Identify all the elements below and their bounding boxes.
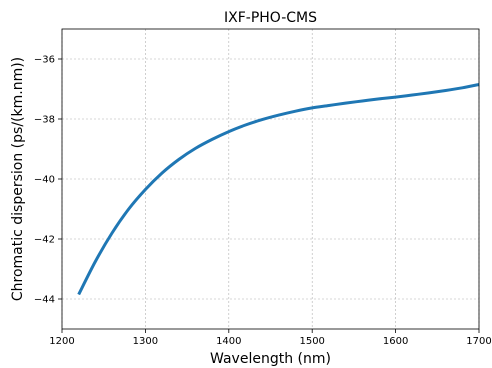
y-axis-label: Chromatic dispersion (ps/(km.nm)) xyxy=(10,57,26,301)
x-tick-label: 1300 xyxy=(133,336,158,347)
x-tick-labels: 1200 1300 1400 1500 1600 1700 xyxy=(49,336,491,347)
x-tick-label: 1700 xyxy=(466,336,491,347)
series-line xyxy=(77,83,480,296)
y-tick-label: −38 xyxy=(34,115,55,126)
y-tick-labels: −44 −42 −40 −38 −36 xyxy=(34,55,55,306)
y-tick-label: −44 xyxy=(34,295,55,306)
series-layer xyxy=(77,83,480,296)
x-tick-label: 1200 xyxy=(49,336,74,347)
x-tick-label: 1400 xyxy=(216,336,241,347)
y-tick-label: −42 xyxy=(34,235,55,246)
x-tick-label: 1600 xyxy=(383,336,408,347)
tick-layer xyxy=(58,58,480,333)
y-tick-label: −40 xyxy=(34,175,55,186)
chart-title: IXF-PHO-CMS xyxy=(224,10,317,26)
x-tick-label: 1500 xyxy=(299,336,324,347)
x-axis-label: Wavelength (nm) xyxy=(210,351,331,367)
y-tick-label: −36 xyxy=(34,55,55,66)
